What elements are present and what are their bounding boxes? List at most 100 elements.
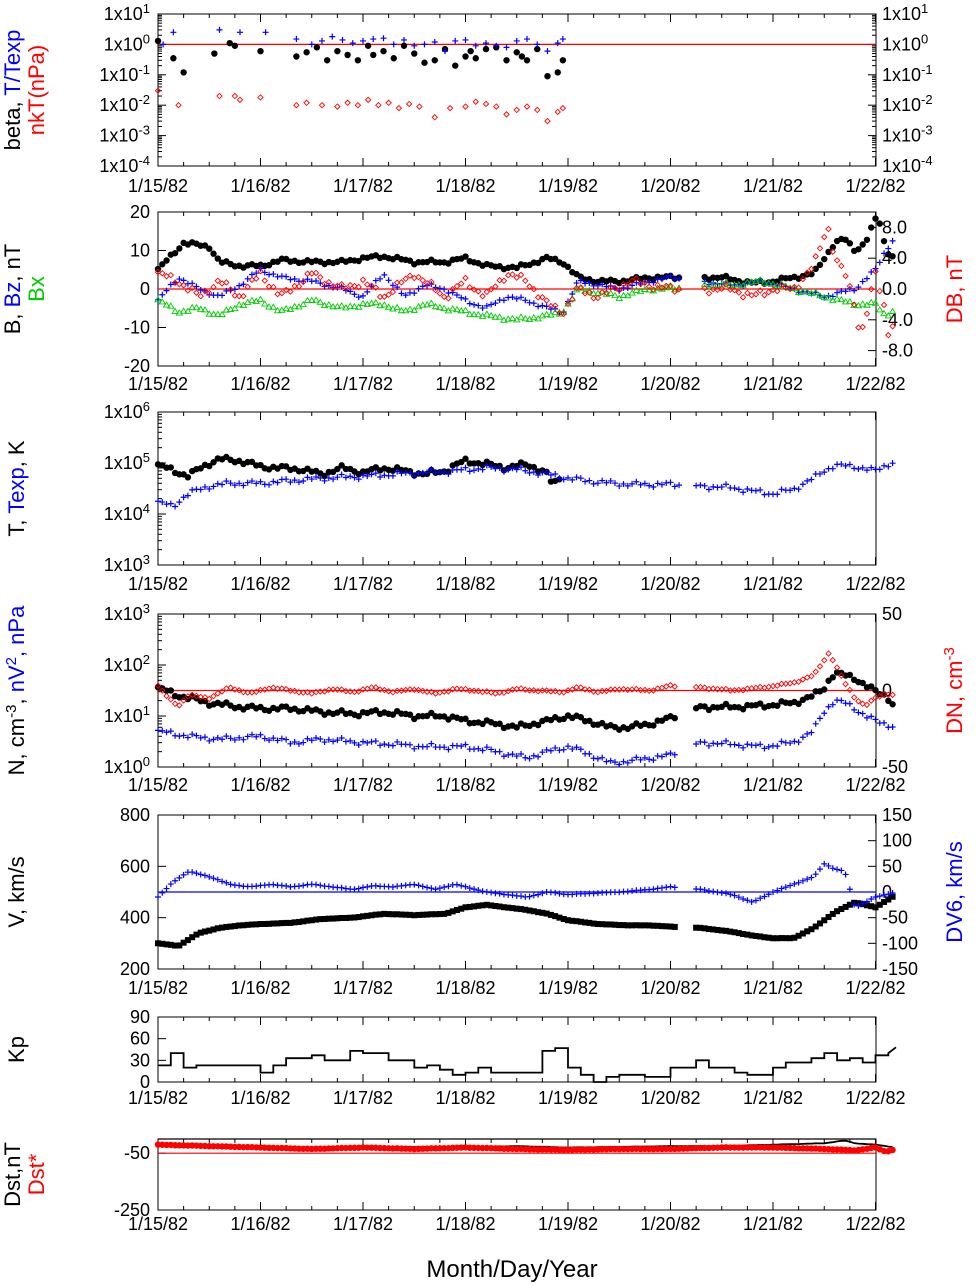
- data-point: [518, 294, 525, 301]
- data-point: [287, 740, 294, 747]
- data-point: [825, 862, 832, 869]
- data-point: [159, 687, 166, 694]
- data-point: [172, 503, 179, 510]
- data-point: [496, 748, 503, 755]
- data-point: [539, 909, 546, 916]
- data-point: [859, 900, 866, 907]
- data-point: [701, 925, 708, 932]
- x-tick-label: 1/19/82: [538, 775, 598, 795]
- data-point: [846, 461, 853, 468]
- data-point: [509, 892, 516, 899]
- y-axis-title: N, cm-3, nV2, nPa: [3, 605, 29, 775]
- data-point: [787, 487, 794, 494]
- data-point: [360, 37, 366, 44]
- data-point: [581, 686, 589, 693]
- data-point: [193, 692, 200, 700]
- data-point: [577, 277, 584, 284]
- data-point: [402, 292, 409, 299]
- series-t-1: [155, 460, 896, 510]
- data-point: [226, 39, 233, 47]
- data-point: [804, 477, 811, 484]
- data-point: [330, 915, 337, 922]
- data-point: [829, 244, 836, 251]
- data-point: [189, 934, 196, 941]
- data-point: [462, 464, 469, 471]
- data-point: [418, 301, 427, 308]
- data-point: [727, 928, 734, 935]
- series-kp-0: [158, 1046, 897, 1083]
- data-point: [889, 460, 896, 467]
- data-point: [479, 720, 486, 728]
- data-point: [637, 481, 644, 488]
- panel-beta: 1/15/82 1/16/82 1/17/82 1/18/82 1/19/82 1/20/…: [0, 1, 933, 196]
- data-point: [757, 933, 764, 940]
- data-point: [307, 296, 316, 303]
- data-point: [509, 294, 516, 301]
- data-point: [888, 307, 897, 314]
- data-point: [154, 87, 162, 94]
- data-point: [167, 271, 175, 279]
- data-point: [812, 720, 819, 727]
- data-point: [513, 724, 520, 731]
- data-point: [236, 734, 243, 741]
- data-point: [171, 307, 179, 314]
- y-tick-label: 1x100: [104, 754, 150, 777]
- data-point: [739, 706, 747, 713]
- data-point: [449, 908, 456, 915]
- data-point: [535, 303, 542, 310]
- data-point: [569, 686, 576, 693]
- data-point: [872, 893, 879, 900]
- data-point: [346, 281, 354, 289]
- data-point: [667, 682, 674, 689]
- data-point: [487, 285, 495, 293]
- data-point: [428, 466, 435, 473]
- data-point: [560, 746, 567, 753]
- data-point: [526, 893, 533, 900]
- data-point: [863, 467, 870, 474]
- data-point: [859, 241, 866, 248]
- data-point: [325, 474, 332, 481]
- data-point: [872, 268, 879, 275]
- data-point: [214, 734, 221, 741]
- data-point: [620, 758, 627, 765]
- data-point: [201, 483, 208, 490]
- data-point: [210, 250, 217, 257]
- data-point: [534, 259, 542, 267]
- data-point: [867, 298, 876, 306]
- data-point: [765, 891, 772, 898]
- data-point: [799, 676, 807, 683]
- data-point: [526, 755, 533, 762]
- data-point: [752, 290, 760, 298]
- data-point: [740, 489, 747, 496]
- data-point: [231, 42, 239, 49]
- data-point: [206, 737, 213, 744]
- data-point: [611, 480, 618, 487]
- data-point: [573, 744, 580, 751]
- data-point: [257, 94, 264, 101]
- data-point: [394, 911, 401, 918]
- data-point: [325, 278, 333, 286]
- data-point: [620, 480, 627, 487]
- data-point: [700, 280, 709, 288]
- right-tick-label: 50: [882, 604, 902, 624]
- data-point: [778, 738, 785, 745]
- data-point: [424, 884, 431, 891]
- right-tick-label: 1x10-1: [882, 62, 933, 85]
- data-point: [351, 739, 358, 746]
- data-point: [723, 737, 730, 744]
- y-tick-label: 600: [120, 856, 150, 876]
- data-point: [821, 469, 828, 476]
- data-point: [803, 288, 811, 295]
- data-point: [253, 480, 260, 487]
- data-point: [291, 739, 298, 746]
- x-tick-label: 1/16/82: [230, 1214, 290, 1234]
- data-point: [175, 101, 182, 109]
- data-point: [162, 301, 171, 308]
- y-tick-label: -50: [124, 1143, 150, 1163]
- data-point: [663, 751, 670, 758]
- data-point: [518, 906, 525, 913]
- data-point: [740, 931, 747, 938]
- data-point: [804, 876, 811, 883]
- data-point: [274, 920, 281, 927]
- data-point: [167, 696, 175, 703]
